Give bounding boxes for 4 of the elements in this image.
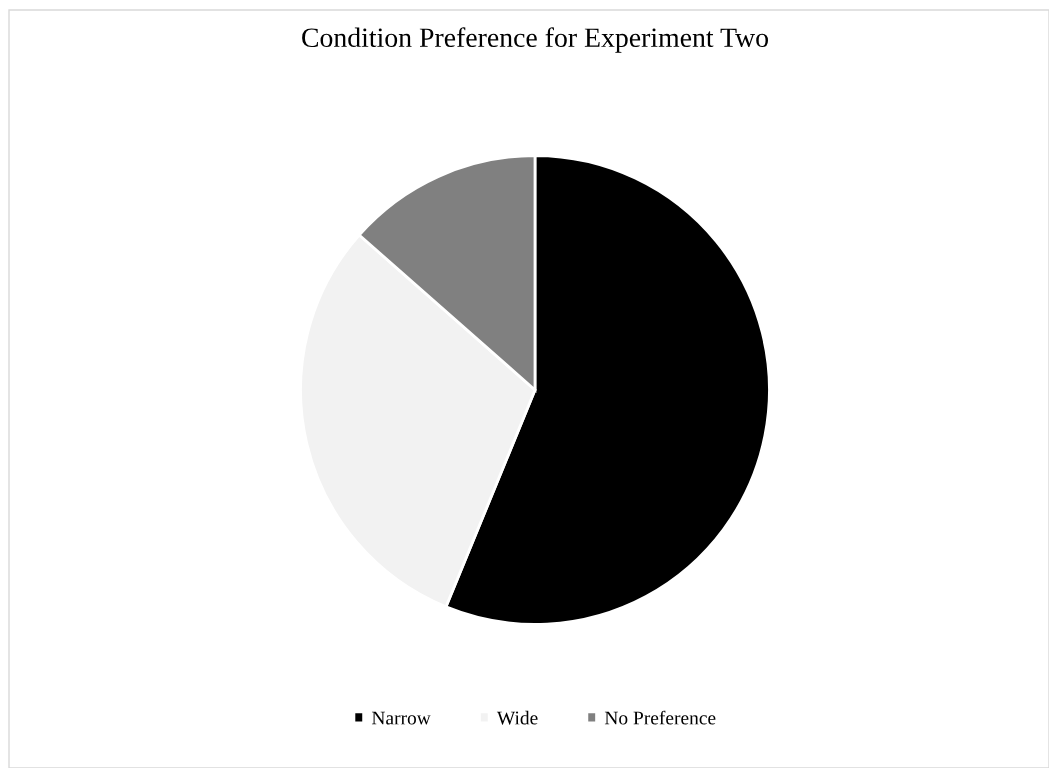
legend-label: Narrow xyxy=(371,711,431,725)
chart-title: Condition Preference for Experiment Two xyxy=(302,27,768,53)
legend-label: Wide xyxy=(496,710,538,725)
legend-label: No Preference xyxy=(604,710,716,725)
